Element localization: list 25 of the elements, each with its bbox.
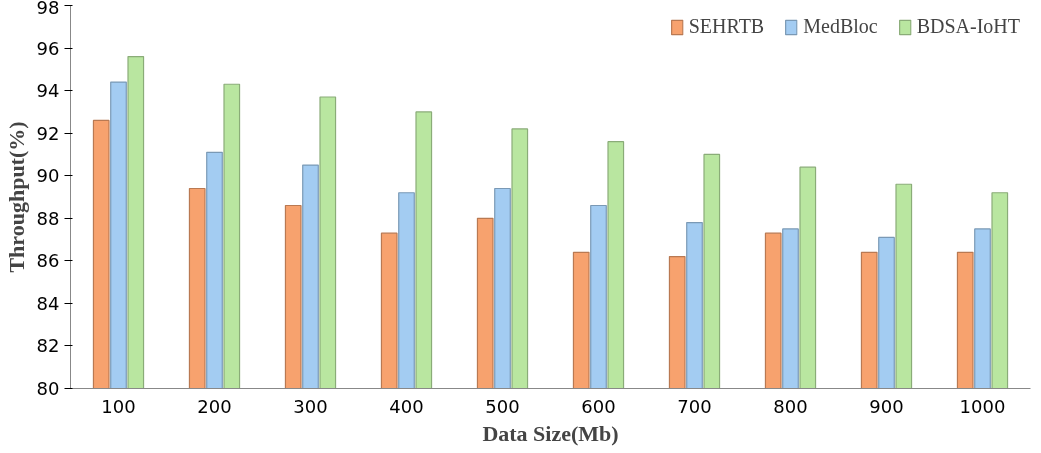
x-tick-label: 200 bbox=[197, 395, 232, 417]
y-tick-label: 82 bbox=[36, 335, 60, 357]
y-tick-label: 88 bbox=[36, 207, 60, 229]
legend-label: SEHRTB bbox=[688, 15, 765, 38]
x-tick-label: 1000 bbox=[959, 395, 1006, 417]
y-tick-label: 98 bbox=[36, 0, 60, 18]
x-tick-label: 700 bbox=[677, 395, 712, 417]
x-tick-label: 900 bbox=[869, 395, 904, 417]
y-tick-label: 86 bbox=[36, 250, 60, 272]
x-tick-label: 300 bbox=[293, 395, 328, 417]
y-tick-label: 92 bbox=[36, 122, 60, 144]
y-tick-label: 94 bbox=[36, 80, 60, 102]
x-tick-label: 800 bbox=[773, 395, 808, 417]
x-tick-label: 600 bbox=[581, 395, 616, 417]
legend-label: BDSA-IoHT bbox=[916, 15, 1020, 38]
x-tick-label: 100 bbox=[101, 395, 136, 417]
y-tick-label: 80 bbox=[36, 378, 60, 399]
y-tick-label: 96 bbox=[36, 37, 60, 59]
y-axis-title: Throughput(%) bbox=[3, 121, 29, 273]
y-tick-label: 84 bbox=[36, 292, 60, 314]
y-tick-label: 90 bbox=[36, 165, 60, 187]
legend-label: MedBloc bbox=[803, 15, 878, 38]
x-tick-label: 500 bbox=[485, 395, 520, 417]
x-tick-label: 400 bbox=[389, 395, 424, 417]
x-axis-title: Data Size(Mb) bbox=[482, 420, 619, 446]
